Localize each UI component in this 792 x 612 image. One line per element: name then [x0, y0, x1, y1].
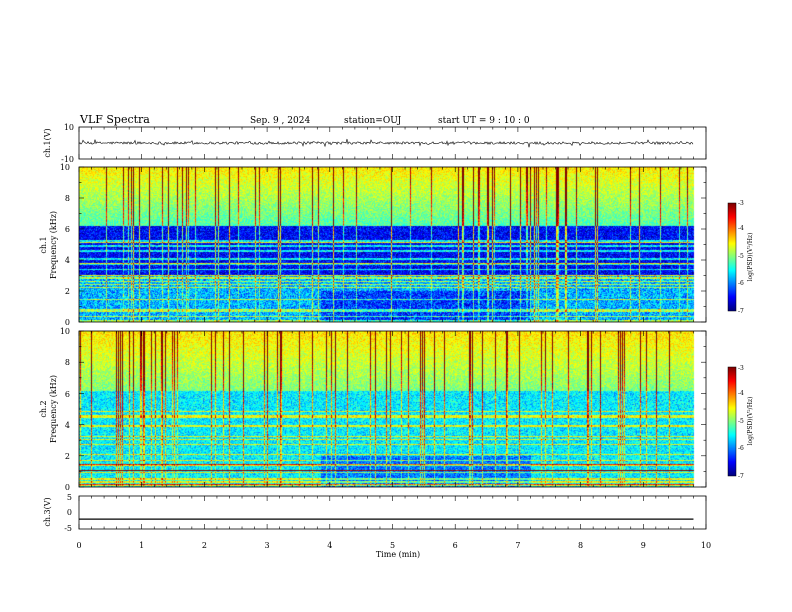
ch1-spectrogram-image-wrap	[79, 167, 706, 322]
ch2-colorbar-wrap	[728, 367, 736, 476]
time-tick-label: 4	[327, 541, 332, 550]
time-tick-label: 1	[139, 541, 144, 550]
ch1-freq-tick-6: 6	[65, 225, 70, 234]
ch2-colorbar-label: log(PSD)(V²/Hz)	[747, 397, 754, 446]
ch3-voltage-panel: 5 0 -5 ch.3(V)	[43, 493, 707, 533]
time-tick-label: 10	[701, 541, 711, 550]
ch2-spectrogram-panel: 0 2 4 6 8 10 ch.2 Frequency (kHz)	[39, 327, 707, 492]
ch2-freq-tick-0: 0	[65, 483, 70, 492]
ch1-colorbar: -3 -4 -5 -6 -7 log(PSD)(V²/Hz)	[727, 200, 754, 315]
ch2-cbar-tick-m5: -5	[738, 418, 744, 425]
ch1-colorbar-wrap	[728, 203, 736, 311]
ch2-freq-tick-2: 2	[65, 452, 70, 461]
ch2-cbar-tick-m7: -7	[738, 473, 744, 480]
ch1-ytick-bottom: -10	[61, 155, 74, 164]
ch2-colorbar: -3 -4 -5 -6 -7 log(PSD)(V²/Hz)	[727, 365, 754, 480]
ch1-spectrogram-ylabel-freq: Frequency (kHz)	[49, 211, 58, 279]
time-tick-label: 6	[453, 541, 458, 550]
ch1-freq-tick-2: 2	[65, 287, 70, 296]
ch1-colorbar-frame	[727, 202, 737, 312]
ch1-cbar-tick-m3: -3	[738, 200, 744, 207]
time-tick-label: 8	[578, 541, 583, 550]
ch3-ytick-bottom: -5	[64, 524, 72, 533]
ch3-voltage-ticks	[78, 496, 707, 529]
ch1-colorbar-label: log(PSD)(V²/Hz)	[747, 233, 754, 282]
header-start-time: start UT = 9 : 10 : 0	[438, 116, 530, 126]
ch1-cbar-tick-m7: -7	[738, 308, 744, 315]
ch3-voltage-ylabel: ch.3(V)	[43, 497, 52, 526]
ch1-voltage-panel: 10 -10 ch.1(V)	[43, 123, 707, 164]
ch2-spectrogram-ticks	[78, 330, 707, 488]
ch3-ytick-top: 5	[67, 493, 72, 502]
ch2-colorbar-gradient	[728, 367, 736, 476]
time-axis-tick-labels: 0 1 2 3 4 5 6 7 8 9 10	[76, 541, 711, 550]
ch1-freq-tick-8: 8	[65, 194, 70, 203]
ch1-voltage-trace	[78, 138, 694, 148]
ch2-cbar-tick-m6: -6	[738, 445, 744, 452]
ch1-voltage-ticks	[78, 127, 707, 159]
ch2-colorbar-frame	[727, 366, 737, 477]
time-axis-label: Time (min)	[376, 550, 420, 559]
ch1-voltage-ylabel: ch.1(V)	[43, 128, 52, 157]
ch2-freq-tick-8: 8	[65, 358, 70, 367]
ch1-cbar-tick-m6: -6	[738, 280, 744, 287]
time-tick-label: 2	[202, 541, 207, 550]
ch2-spectrogram-ylabel-freq: Frequency (kHz)	[49, 375, 58, 443]
ch1-spectrogram-panel: 0 2 4 6 8 10 ch.1 Frequency (kHz)	[39, 163, 707, 327]
ch1-cbar-tick-m4: -4	[738, 225, 744, 232]
ch1-spectrogram-heatmap	[79, 167, 706, 322]
ch2-spectrogram-image-wrap	[79, 331, 706, 487]
header-station: station=OUJ	[344, 116, 402, 126]
time-tick-label: 7	[515, 541, 520, 550]
ch1-colorbar-gradient	[728, 203, 736, 311]
ch1-freq-tick-0: 0	[65, 318, 70, 327]
header-date: Sep. 9 , 2024	[250, 116, 310, 126]
ch2-cbar-tick-m4: -4	[738, 390, 744, 397]
ch1-spectrogram-ticks	[78, 166, 707, 323]
ch2-freq-tick-4: 4	[65, 421, 70, 430]
ch2-freq-tick-6: 6	[65, 390, 70, 399]
ch2-spectrogram-heatmap	[79, 331, 706, 487]
ch1-freq-tick-10: 10	[60, 163, 70, 172]
ch1-freq-tick-4: 4	[65, 256, 70, 265]
time-tick-label: 5	[390, 541, 395, 550]
ch2-cbar-tick-m3: -3	[738, 365, 744, 372]
figure-title: VLF Spectra	[79, 113, 150, 126]
ch2-spectrogram-ylabel-channel: ch.2	[39, 400, 48, 417]
ch1-cbar-tick-m5: -5	[738, 253, 744, 260]
ch3-ytick-mid: 0	[67, 508, 72, 517]
time-tick-label: 3	[265, 541, 270, 550]
time-tick-label: 9	[641, 541, 646, 550]
time-tick-label: 0	[76, 541, 81, 550]
ch1-spectrogram-ylabel-channel: ch.1	[39, 236, 48, 253]
ch1-ytick-top: 10	[64, 123, 74, 132]
ch2-freq-tick-10: 10	[60, 327, 70, 336]
